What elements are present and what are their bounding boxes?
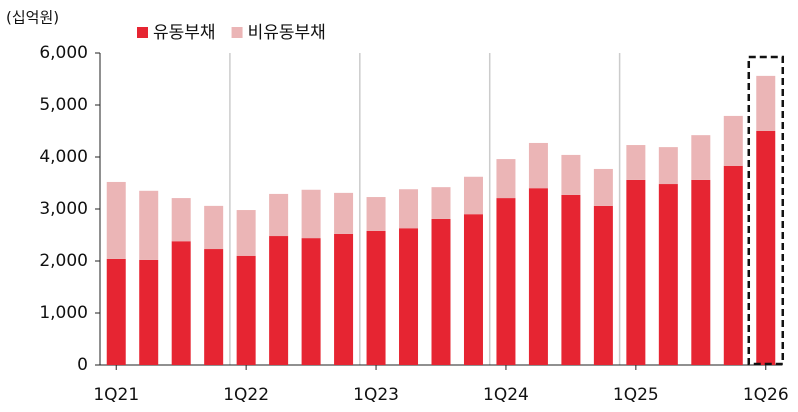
bar-segment [723, 115, 743, 166]
bar-segment [593, 205, 613, 365]
x-tick-label: 1Q23 [353, 385, 399, 405]
bar-segment [691, 179, 711, 365]
bar-segment [593, 168, 613, 206]
bar-segment [399, 189, 419, 229]
bar-segment [334, 233, 354, 365]
bar-segment [431, 187, 451, 219]
legend-swatch [231, 27, 243, 38]
bar-segment [236, 255, 256, 365]
y-tick-label: 1,000 [39, 303, 88, 323]
x-tick-label: 1Q22 [223, 385, 269, 405]
x-tick-label: 1Q21 [93, 385, 139, 405]
bar-segment [139, 259, 159, 365]
y-tick-label: 2,000 [39, 251, 88, 271]
bar-segment [756, 75, 776, 131]
bar-segment [204, 249, 224, 365]
highlight-box [747, 55, 785, 366]
legend-swatch [137, 27, 148, 38]
bar-segment [463, 176, 483, 215]
bar-segment [528, 142, 548, 189]
bar-segment [756, 131, 776, 365]
y-tick-label: 0 [77, 355, 88, 375]
legend-label: 유동부채 [153, 23, 216, 43]
bar-segment [626, 145, 646, 180]
bar-segment [366, 197, 386, 231]
bar-segment [301, 189, 321, 239]
bar-segment [301, 238, 321, 365]
bar-segment [236, 210, 256, 256]
y-tick-label: 3,000 [39, 199, 88, 219]
bar-segment [658, 184, 678, 365]
bar-segment [431, 218, 451, 365]
bar-segment [691, 135, 711, 180]
bar-segment [334, 192, 354, 234]
bar-segment [171, 241, 191, 365]
x-tick-label: 1Q24 [483, 385, 529, 405]
bar-segment [723, 165, 743, 365]
legend-label: 비유동부채 [248, 23, 326, 43]
bar-segment [626, 179, 646, 365]
bar-segment [106, 181, 126, 259]
bar-segment [204, 205, 224, 250]
bar-segment [269, 193, 289, 237]
bar-segment [139, 190, 159, 260]
bar-segment [658, 147, 678, 185]
bar-segment [528, 188, 548, 365]
bar-segment [269, 236, 289, 365]
bar-segment [496, 198, 516, 365]
bar-segment [561, 194, 581, 365]
unit-label: (십억원) [6, 9, 59, 27]
x-tick-label: 1Q26 [743, 385, 789, 405]
bar-segment [366, 230, 386, 365]
bar-segment [463, 214, 483, 365]
y-tick-label: 5,000 [39, 95, 88, 115]
bar-segment [171, 198, 191, 242]
bar-segment [561, 154, 581, 195]
bar-segment [399, 228, 419, 365]
x-tick-label: 1Q25 [613, 385, 659, 405]
y-tick-label: 4,000 [39, 147, 88, 167]
y-tick-label: 6,000 [39, 43, 88, 63]
bar-segment [106, 258, 126, 365]
bar-segment [496, 159, 516, 199]
